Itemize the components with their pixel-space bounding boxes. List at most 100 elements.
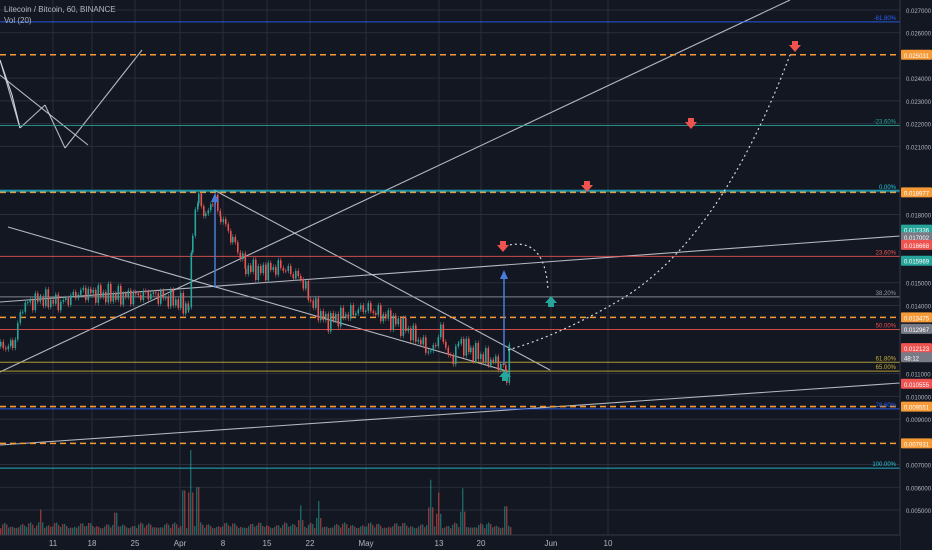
price-series — [0, 190, 511, 386]
volume-bar — [390, 527, 392, 535]
volume-bar — [464, 511, 466, 535]
volume-bar — [504, 506, 506, 535]
volume-bar — [224, 523, 226, 535]
volume-bar — [164, 524, 166, 535]
volume-bar — [266, 525, 268, 535]
candle-body — [17, 323, 19, 340]
arrow-up-icon — [499, 370, 511, 381]
candle-body — [198, 193, 200, 204]
price-badge-bg — [901, 401, 932, 412]
candle-body — [147, 291, 150, 300]
volume-bar — [26, 527, 28, 535]
volume-bar — [416, 528, 418, 535]
candle-body — [152, 292, 155, 294]
price-axis-ticks: 0.027000 0.026000 0.024000 0.023000 0.022000… — [906, 9, 932, 515]
volume-bar — [354, 526, 356, 535]
candle-body — [395, 315, 397, 325]
volume-bar — [382, 528, 384, 535]
volume-indicator-label[interactable]: Vol (20) — [4, 16, 32, 25]
candle-body — [0, 341, 2, 347]
volume-bar — [22, 523, 24, 535]
volume-bar — [346, 524, 348, 535]
volume-bar — [148, 523, 150, 535]
candle-body — [322, 311, 325, 321]
volume-bar — [424, 527, 426, 535]
volume-bar — [454, 522, 456, 535]
time-tick-label: Jun — [545, 539, 558, 548]
volume-bar — [458, 527, 460, 535]
volume-bar — [88, 522, 90, 535]
volume-bar — [174, 522, 176, 535]
volume-bar — [52, 526, 54, 535]
volume-bar — [276, 525, 278, 535]
volume-bar — [418, 526, 420, 535]
price-badge-label: 0.025031 — [904, 54, 930, 60]
candle-body — [372, 311, 375, 313]
candle-body — [252, 259, 255, 272]
price-tick-label: 0.018000 — [906, 214, 932, 220]
volume-bar — [486, 524, 488, 535]
volume-bar — [106, 524, 108, 535]
volume-bar — [160, 527, 162, 535]
price-tick-label: 0.015000 — [906, 282, 932, 288]
candle-body — [350, 305, 352, 319]
candle-body — [37, 293, 39, 302]
volume-bar — [506, 506, 508, 535]
candle-body — [57, 294, 60, 311]
volume-bar — [404, 523, 406, 535]
volume-bar — [360, 526, 362, 535]
candle-body — [47, 289, 50, 308]
price-badge-label: 0.017336 — [904, 229, 930, 235]
candle-body — [377, 305, 380, 315]
price-badge: 0.015969 — [901, 255, 932, 266]
volume-bar — [232, 523, 234, 535]
candle-body — [482, 354, 485, 363]
horizontal-levels[interactable] — [0, 53, 900, 445]
candle-body — [302, 279, 305, 289]
candle-body — [175, 299, 177, 306]
annotations[interactable] — [211, 41, 801, 381]
trendlines[interactable] — [0, 0, 901, 446]
price-badge-label: 0.012967 — [904, 328, 930, 334]
candle-body — [290, 265, 292, 275]
volume-bar — [108, 524, 110, 535]
symbol-title[interactable]: Litecoin / Bitcoin, 60, BINANCE — [4, 5, 116, 14]
time-tick-label: 8 — [221, 539, 226, 548]
price-badge-bg — [901, 343, 932, 354]
volume-bar — [438, 492, 440, 535]
volume-bar — [170, 527, 172, 535]
price-tick-label: 0.006000 — [906, 486, 932, 492]
time-tick-label: 25 — [131, 539, 140, 548]
volume-bar — [366, 526, 368, 535]
time-axis-panel[interactable] — [0, 535, 900, 550]
volume-bar — [310, 522, 312, 535]
candle-body — [244, 253, 247, 269]
price-badge-bg — [901, 224, 932, 235]
price-tick-label: 0.022000 — [906, 123, 932, 129]
price-axis-panel[interactable] — [900, 0, 932, 550]
volume-bar — [314, 527, 316, 535]
volume-bar — [396, 523, 398, 535]
fib-label: 65.00% — [876, 365, 897, 371]
candle-body — [380, 305, 382, 322]
candle-body — [242, 253, 244, 260]
candle-body — [307, 281, 310, 300]
volume-bar — [402, 523, 404, 535]
trendline — [64, 49, 143, 149]
fib-label: 78.60% — [876, 403, 897, 409]
price-tick-label: 0.007000 — [906, 464, 932, 470]
candle-body — [382, 314, 385, 322]
volume-bar — [162, 527, 164, 535]
volume-bar — [58, 525, 60, 535]
candle-body — [239, 252, 242, 260]
volume-bar — [462, 488, 464, 535]
volume-bar — [54, 523, 56, 535]
fib-label: -61.80% — [874, 16, 897, 22]
volume-bar — [158, 527, 160, 535]
volume-bar — [478, 524, 480, 535]
price-badge: 48:12 — [901, 352, 932, 363]
volume-bar — [2, 524, 4, 535]
candle-body — [455, 346, 457, 365]
candle-body — [490, 359, 492, 366]
